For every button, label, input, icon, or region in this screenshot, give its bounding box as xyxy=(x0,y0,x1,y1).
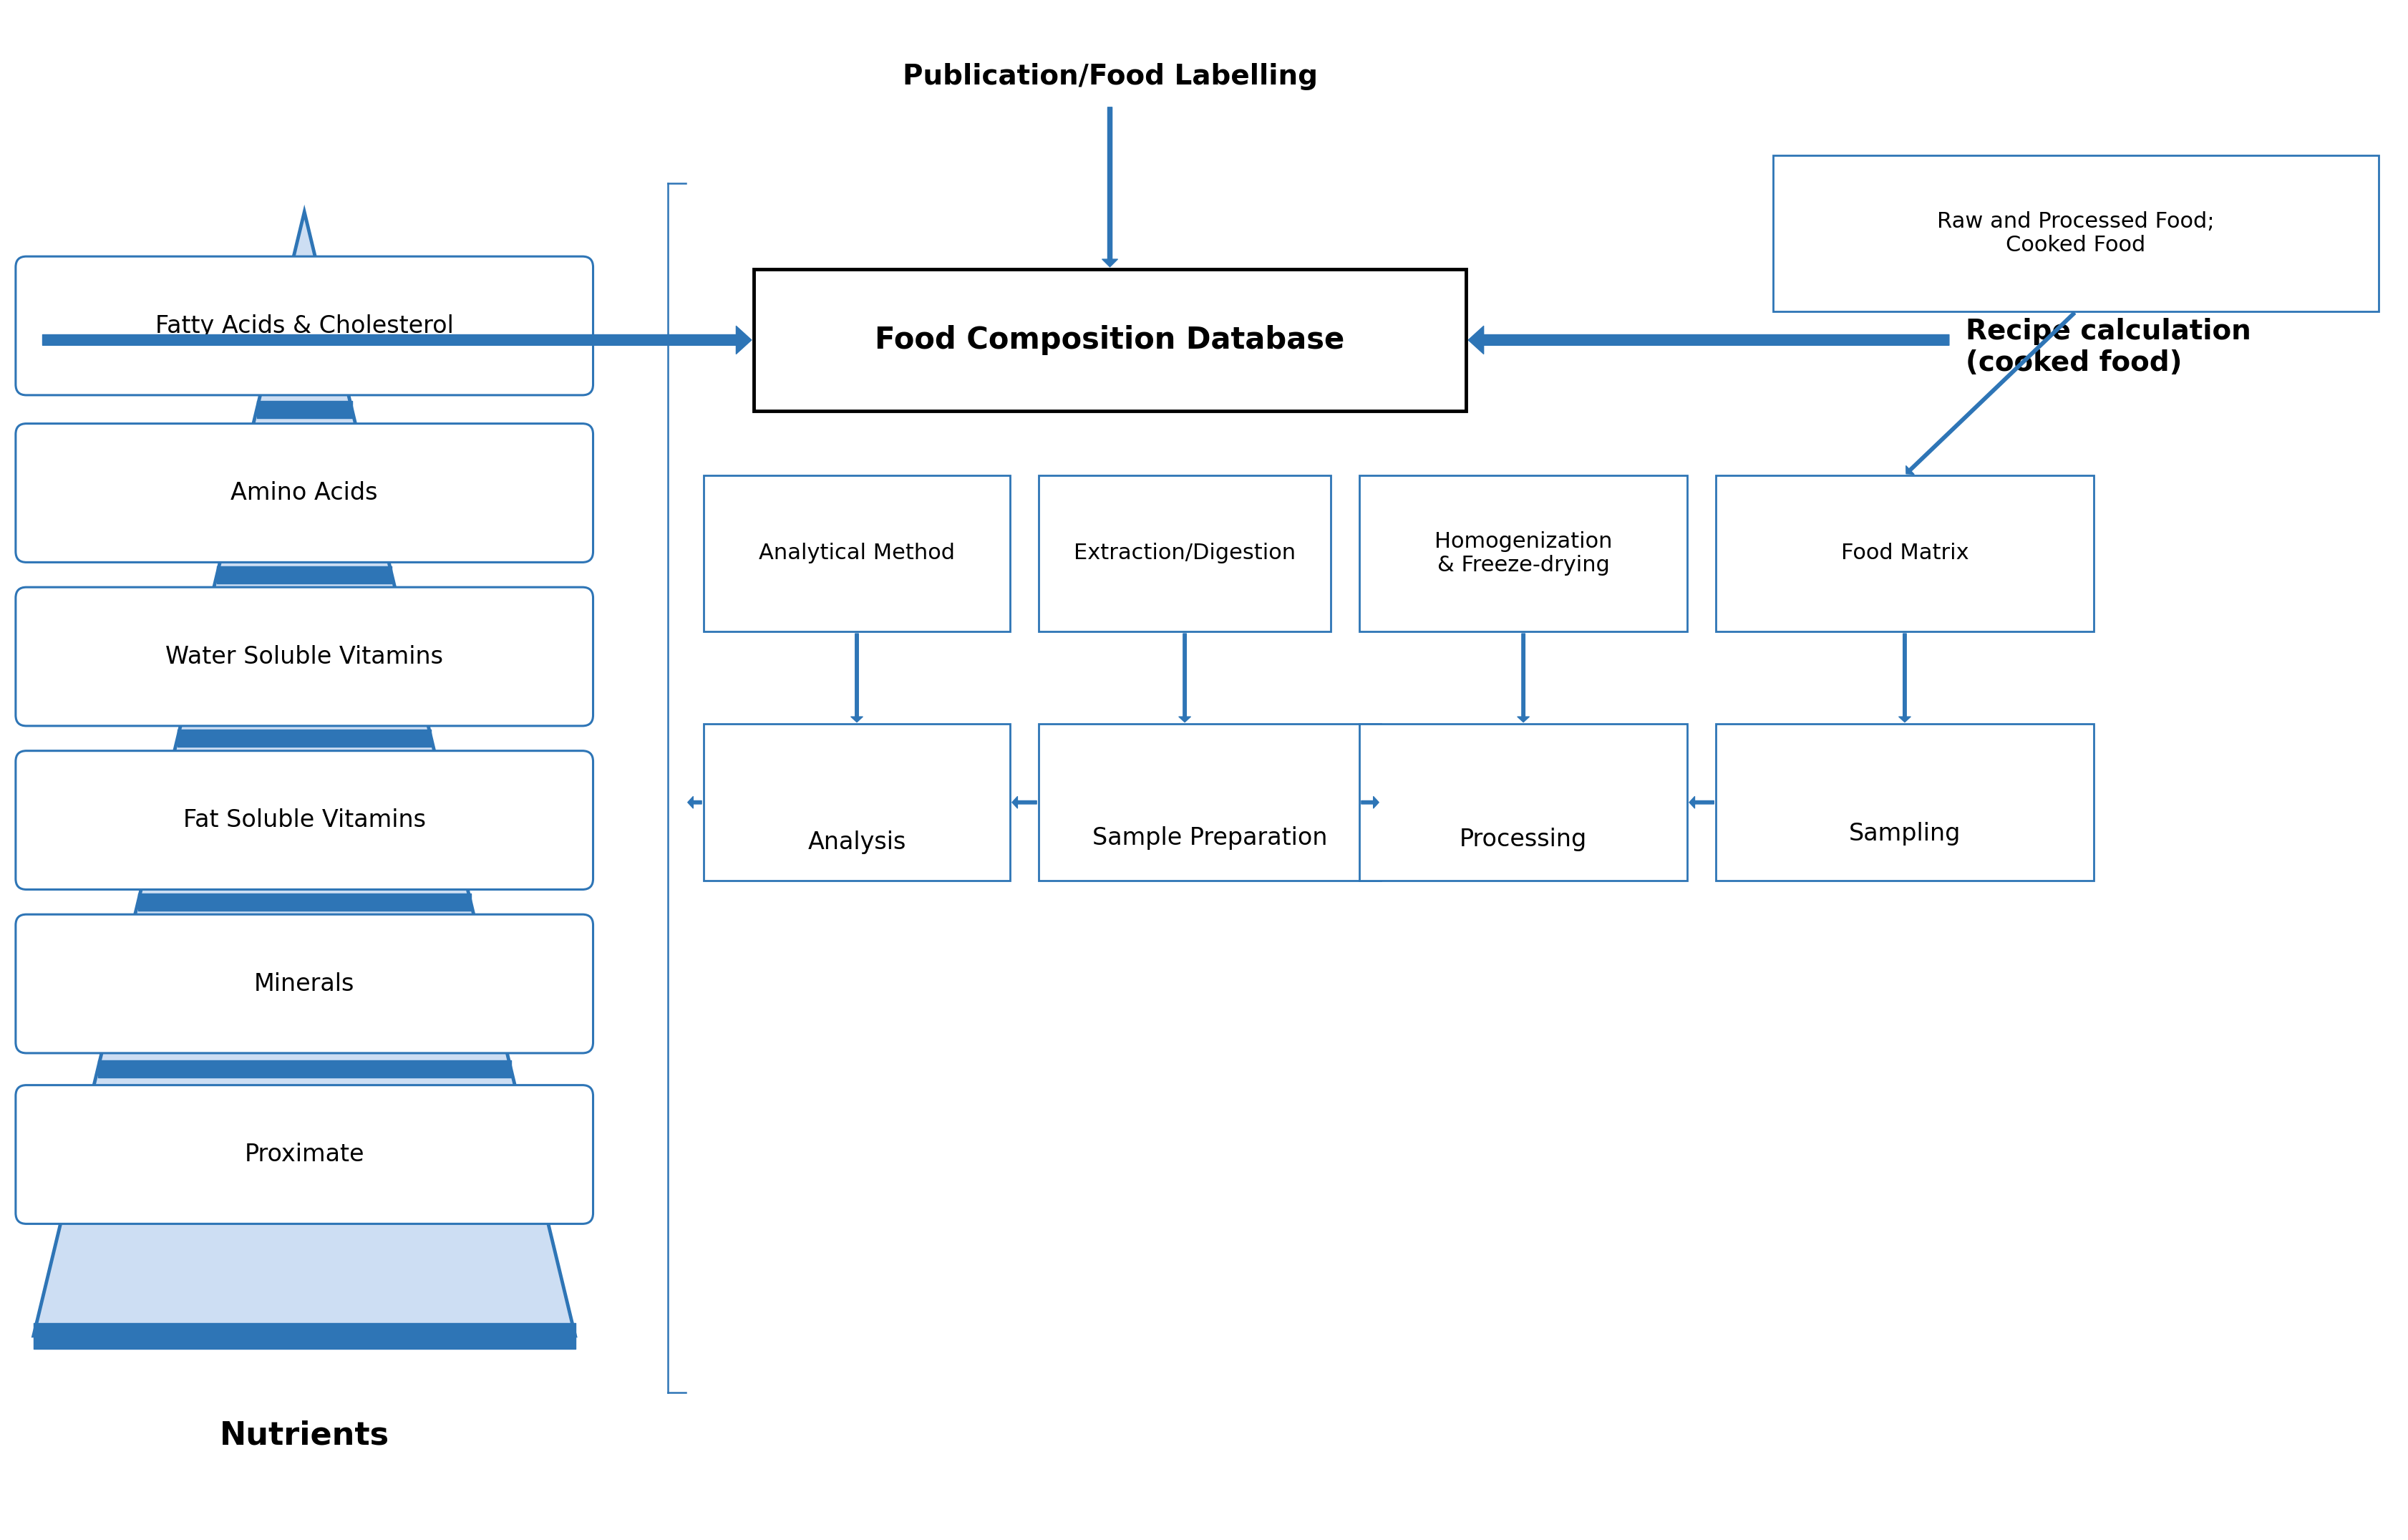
FancyBboxPatch shape xyxy=(1038,476,1332,631)
Text: Water Soluble Vitamins: Water Soluble Vitamins xyxy=(166,645,443,668)
Text: Homogenization
& Freeze-drying: Homogenization & Freeze-drying xyxy=(1435,531,1613,576)
FancyBboxPatch shape xyxy=(1717,476,2093,631)
FancyBboxPatch shape xyxy=(703,724,1009,881)
FancyBboxPatch shape xyxy=(1717,724,2093,881)
Text: Fatty Acids & Cholesterol: Fatty Acids & Cholesterol xyxy=(154,314,453,337)
FancyBboxPatch shape xyxy=(17,587,592,725)
Text: Raw and Processed Food;
Cooked Food: Raw and Processed Food; Cooked Food xyxy=(1936,211,2215,256)
FancyBboxPatch shape xyxy=(1361,476,1688,631)
Text: Minerals: Minerals xyxy=(255,972,354,995)
Text: Analysis: Analysis xyxy=(807,830,905,855)
Text: Analytical Method: Analytical Method xyxy=(759,544,956,564)
FancyBboxPatch shape xyxy=(17,752,592,890)
FancyBboxPatch shape xyxy=(17,915,592,1053)
FancyBboxPatch shape xyxy=(17,424,592,562)
Polygon shape xyxy=(34,213,576,1335)
Text: Recipe calculation
(cooked food): Recipe calculation (cooked food) xyxy=(1965,317,2251,376)
Text: Extraction/Digestion: Extraction/Digestion xyxy=(1074,544,1296,564)
FancyBboxPatch shape xyxy=(17,1086,592,1224)
Text: Sampling: Sampling xyxy=(1849,822,1960,845)
Text: High Quality Analytical Data: High Quality Analytical Data xyxy=(26,256,470,282)
Text: Proximate: Proximate xyxy=(246,1143,364,1166)
FancyBboxPatch shape xyxy=(1772,156,2379,311)
FancyBboxPatch shape xyxy=(1038,724,1380,881)
Text: Food Composition Database: Food Composition Database xyxy=(874,325,1344,356)
Text: Fat Soluble Vitamins: Fat Soluble Vitamins xyxy=(183,809,426,832)
FancyBboxPatch shape xyxy=(17,257,592,396)
FancyBboxPatch shape xyxy=(703,476,1009,631)
Text: Sample Preparation: Sample Preparation xyxy=(1093,825,1327,850)
Text: Nutrients: Nutrients xyxy=(219,1420,390,1451)
Text: Amino Acids: Amino Acids xyxy=(231,480,378,505)
Text: Food Matrix: Food Matrix xyxy=(1840,544,1970,564)
FancyBboxPatch shape xyxy=(1361,724,1688,881)
FancyBboxPatch shape xyxy=(754,270,1466,411)
Text: Processing: Processing xyxy=(1459,829,1587,852)
Text: Publication/Food Labelling: Publication/Food Labelling xyxy=(903,63,1317,91)
